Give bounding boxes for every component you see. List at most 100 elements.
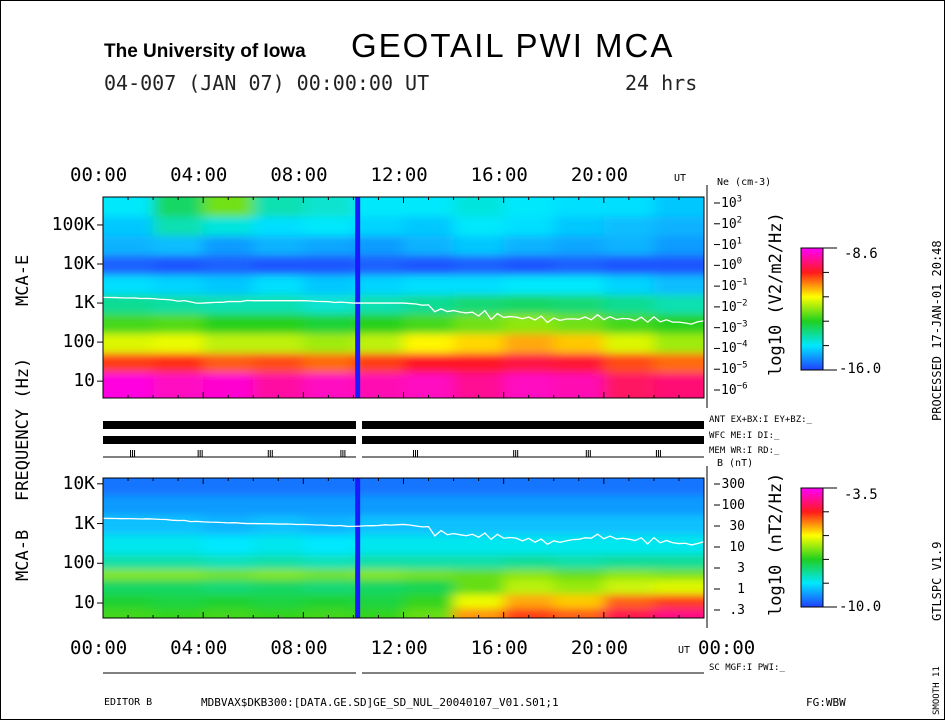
heatmap-cell [653, 568, 704, 580]
heatmap-cell [253, 215, 305, 237]
heatmap-cell [253, 607, 305, 618]
heatmap-cell [303, 332, 355, 354]
heatmap-cell [353, 607, 405, 618]
heatmap-cell [503, 352, 555, 373]
heatmap-cell [253, 568, 305, 580]
heatmap-cell [203, 533, 255, 555]
heatmap-cell [653, 478, 704, 496]
heatmap-cell [403, 478, 455, 496]
bottom-time-tick: 16:00 [470, 637, 528, 659]
heatmap-cell [403, 371, 455, 398]
density-line [103, 296, 704, 325]
heatmap-cell [303, 478, 355, 496]
heatmap-cell [253, 494, 305, 516]
top-time-tick: 08:00 [270, 164, 328, 186]
right-axis-tick: 100 [721, 498, 745, 513]
heatmap-cell [203, 494, 255, 516]
ant-bar [362, 421, 704, 429]
heatmap-cell [503, 607, 555, 618]
mca-e-colorbar-min: -16.0 [839, 361, 882, 377]
heatmap-cell [103, 568, 155, 580]
right-axis-tick: 300 [721, 477, 745, 492]
heatmap-cell [603, 568, 655, 580]
data-gap [355, 197, 361, 398]
heatmap-cell [203, 197, 255, 217]
heatmap-cell [553, 197, 605, 217]
heatmap-cell [603, 578, 655, 595]
heatmap-cell [553, 293, 605, 315]
y-tick-label: 100 [62, 552, 95, 574]
heatmap-cell [153, 607, 205, 618]
heatmap-cell [153, 332, 205, 354]
heatmap-cell [203, 313, 255, 334]
heatmap-cell [203, 568, 255, 580]
heatmap-cell [103, 274, 155, 295]
heatmap-cell [403, 235, 455, 256]
heatmap-cell [653, 293, 704, 315]
heatmap-cell [303, 494, 355, 516]
heatmap-cell [153, 313, 205, 334]
heatmap-cell [653, 215, 704, 237]
data-gap [355, 478, 361, 618]
heatmap-cell [653, 578, 704, 595]
heatmap-cell [453, 568, 505, 580]
heatmap-cell [353, 578, 405, 595]
heatmap-cell [403, 593, 455, 609]
heatmap-cell [153, 274, 205, 295]
heatmap-cell [603, 371, 655, 398]
heatmap-cell [153, 593, 205, 609]
heatmap-cell [153, 568, 205, 580]
bottom-time-tick: 08:00 [270, 637, 328, 659]
mem-ticks [130, 450, 661, 457]
heatmap-cell [553, 533, 605, 555]
top-time-unit: UT [674, 173, 687, 184]
bottom-time-unit: UT [678, 645, 691, 656]
heatmap-cell [303, 607, 355, 618]
heatmap-cell [653, 235, 704, 256]
heatmap-cell [603, 478, 655, 496]
right-axis-tick: 10−3 [721, 319, 748, 336]
heatmap-cell [353, 478, 405, 496]
heatmap-cell [453, 514, 505, 535]
heatmap-cell [503, 593, 555, 609]
heatmap-cell [303, 197, 355, 217]
heatmap-cell [653, 254, 704, 276]
heatmap-cell [503, 313, 555, 334]
heatmap-cell [353, 533, 405, 555]
plot-title: GEOTAIL PWI MCA [351, 27, 675, 64]
heatmap-cell [153, 494, 205, 516]
heatmap-cell [603, 607, 655, 618]
y-tick-label: 10K [62, 472, 95, 494]
heatmap-cell [103, 494, 155, 516]
heatmap-cell [503, 553, 555, 570]
heatmap-cell [203, 332, 255, 354]
heatmap-cell [503, 568, 555, 580]
right-axis-tick: 10−6 [721, 381, 748, 398]
right-axis-tick: 1 [737, 582, 745, 597]
heatmap-cell [553, 332, 605, 354]
heatmap-cell [553, 514, 605, 535]
heatmap-cell [103, 533, 155, 555]
heatmap-cell [103, 553, 155, 570]
heatmap-cell [103, 332, 155, 354]
heatmap-cell [453, 293, 505, 315]
right-axis-label: Ne (cm-3) [717, 177, 772, 188]
heatmap-cell [203, 371, 255, 398]
heatmap-cell [653, 533, 704, 555]
heatmap-cell [353, 514, 405, 535]
heatmap-cell [503, 578, 555, 595]
heatmap-cell [453, 235, 505, 256]
heatmap-cell [553, 313, 605, 334]
right-axis-tick: 103 [721, 194, 743, 211]
heatmap-cell [253, 578, 305, 595]
heatmap-cell [503, 514, 555, 535]
right-axis-tick: 102 [721, 215, 743, 232]
heatmap-cell [353, 293, 405, 315]
heatmap-cell [203, 215, 255, 237]
heatmap-cell [553, 478, 605, 496]
heatmap-cell [353, 553, 405, 570]
mca-e-label: MCA-E [13, 254, 33, 306]
heatmap-cell [253, 593, 305, 609]
